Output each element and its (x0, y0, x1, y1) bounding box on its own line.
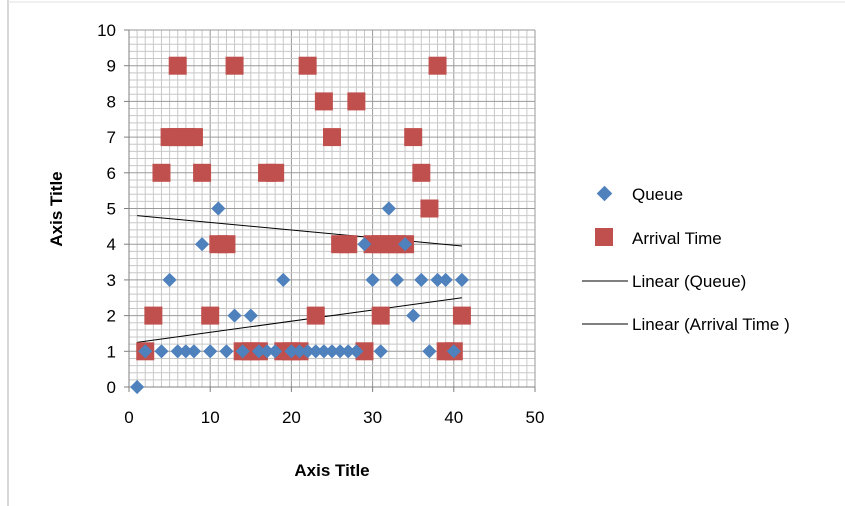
arrival-time-point (371, 306, 390, 325)
arrival-time-point (420, 199, 439, 218)
queue-point (422, 344, 437, 359)
legend-linear-queue-label: Linear (Queue) (632, 272, 746, 291)
arrival-time-point (452, 306, 471, 325)
arrival-time-point (184, 128, 203, 147)
y-tick-label: 8 (107, 92, 116, 111)
queue-point (130, 379, 145, 395)
queue-point (284, 344, 299, 359)
x-tick-label: 10 (201, 408, 220, 427)
legend-item-linear-arrival: Linear (Arrival Time ) (582, 315, 790, 334)
arrival-time-point (144, 306, 163, 325)
queue-point (389, 272, 405, 287)
y-tick-label: 10 (97, 21, 116, 40)
queue-point (324, 344, 340, 359)
legend-queue-label: Queue (632, 185, 683, 204)
queue-point (373, 344, 388, 359)
legend-queue-marker (596, 185, 613, 202)
queue-point (316, 344, 331, 359)
y-tick-label: 1 (107, 342, 116, 361)
legend-item-queue: Queue (596, 185, 683, 204)
queue-point (227, 308, 242, 323)
arrival-time-point (404, 128, 423, 147)
arrival-time-point (306, 306, 325, 325)
x-tick-labels: 0 10 20 30 40 50 (124, 408, 544, 427)
arrival-time-point (339, 235, 358, 254)
arrival-time-point (225, 56, 244, 75)
queue-point (138, 344, 153, 359)
trendline-linear-queue (137, 297, 462, 343)
data-marks (130, 56, 471, 395)
arrival-time-point (201, 306, 220, 325)
queue-point (203, 344, 218, 359)
queue-point (268, 344, 283, 359)
queue-point (398, 237, 413, 252)
queue-point (333, 344, 348, 359)
arrival-time-point (412, 163, 431, 182)
queue-point (430, 272, 445, 287)
y-tick-label: 9 (107, 57, 116, 76)
queue-point (162, 272, 177, 287)
queue-point (292, 344, 307, 359)
x-tick-label: 50 (526, 408, 545, 427)
queue-point (259, 344, 275, 359)
queue-point (349, 344, 364, 359)
queue-point (341, 344, 356, 359)
arrival-time-point (355, 342, 374, 361)
y-tick-label: 6 (107, 164, 116, 183)
y-tick-label: 7 (107, 128, 116, 147)
arrival-time-point (298, 56, 317, 75)
legend-arrival-label: Arrival Time (632, 229, 722, 248)
queue-point (235, 344, 250, 359)
legend: Queue Arrival Time Linear (Queue) Linear… (582, 185, 790, 334)
x-axis-title: Axis Title (294, 461, 369, 480)
queue-point (154, 344, 169, 359)
queue-point (406, 308, 421, 323)
x-tick-label: 20 (282, 408, 301, 427)
queue-point (308, 344, 323, 359)
y-tick-label: 3 (107, 271, 116, 290)
queue-point (300, 344, 315, 359)
gridlines (129, 29, 536, 387)
arrival-time-point (314, 92, 333, 111)
queue-point (438, 272, 453, 287)
axes (124, 29, 536, 392)
legend-linear-arrival-label: Linear (Arrival Time ) (632, 315, 790, 334)
queue-point (195, 237, 210, 252)
arrival-time-point (193, 163, 212, 182)
queue-point (219, 344, 234, 359)
arrival-time-point (323, 128, 341, 147)
arrival-time-point (266, 163, 285, 182)
queue-point (186, 344, 202, 359)
arrival-time-point (428, 56, 447, 75)
x-tick-label: 40 (444, 408, 463, 427)
queue-point (381, 201, 396, 216)
arrival-time-point (217, 235, 236, 254)
y-axis-title: Axis Title (47, 171, 66, 246)
y-tick-label: 2 (107, 307, 116, 326)
legend-item-arrival-time: Arrival Time (595, 228, 722, 248)
x-tick-label: 0 (124, 408, 133, 427)
legend-arrival-marker (595, 228, 613, 246)
queue-point (170, 344, 185, 359)
arrival-time-point (152, 163, 171, 182)
queue-point (211, 201, 226, 216)
queue-point (251, 344, 266, 359)
queue-point (243, 308, 258, 323)
arrival-time-point (347, 92, 366, 111)
arrival-time-point (168, 56, 187, 75)
y-tick-label: 0 (107, 378, 116, 397)
x-tick-label: 30 (363, 408, 382, 427)
queue-point (276, 272, 291, 287)
legend-item-linear-queue: Linear (Queue) (582, 272, 746, 291)
y-tick-label: 4 (107, 235, 116, 254)
queue-point (414, 272, 429, 287)
queue-point (178, 344, 193, 359)
queue-point (357, 237, 372, 252)
queue-point (454, 272, 469, 287)
y-tick-label: 5 (107, 200, 116, 219)
y-tick-labels: 0 1 2 3 4 5 6 7 8 9 10 (97, 21, 116, 397)
queue-point (365, 272, 380, 287)
queue-point (446, 344, 461, 359)
